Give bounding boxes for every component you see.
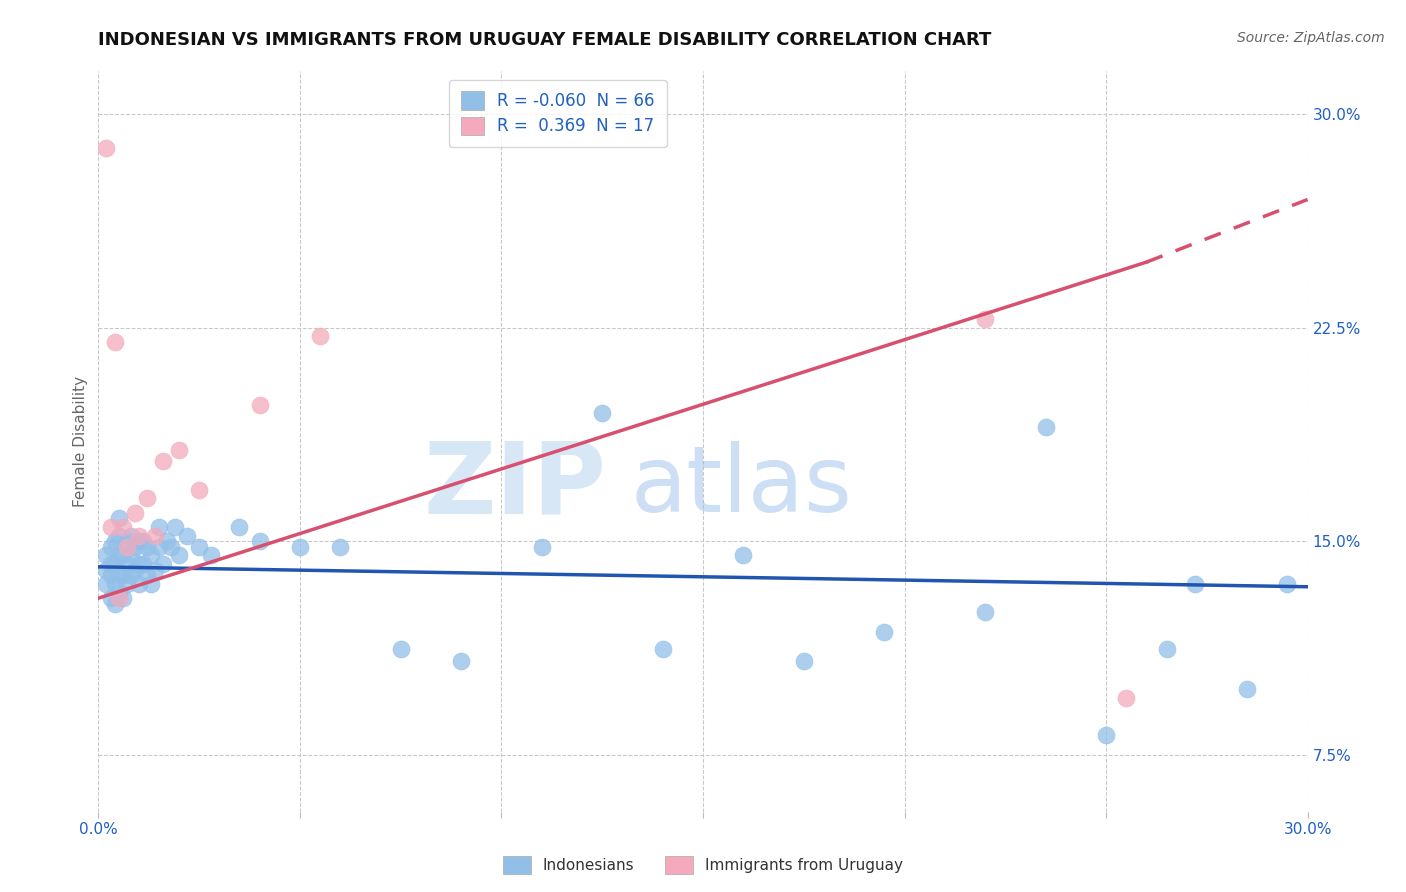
Point — [107, 528, 129, 542]
Point — [1156, 642, 1178, 657]
Point — [591, 406, 613, 420]
Y-axis label: Female Disability: Female Disability — [73, 376, 89, 508]
Point — [96, 141, 118, 155]
Point — [100, 557, 122, 571]
Point — [167, 549, 190, 563]
Point — [651, 642, 673, 657]
Point — [124, 506, 146, 520]
Point — [135, 540, 157, 554]
Point — [1184, 577, 1206, 591]
Point — [120, 568, 142, 582]
Point — [103, 534, 125, 549]
Point — [530, 540, 553, 554]
Point — [139, 577, 162, 591]
Point — [974, 606, 997, 620]
Point — [100, 591, 122, 606]
Point — [111, 591, 134, 606]
Point — [148, 520, 170, 534]
Point — [103, 334, 125, 349]
Point — [96, 563, 118, 577]
Point — [188, 483, 211, 497]
Point — [1236, 682, 1258, 697]
Point — [733, 549, 755, 563]
Point — [96, 577, 118, 591]
Point — [111, 568, 134, 582]
Legend: Indonesians, Immigrants from Uruguay: Indonesians, Immigrants from Uruguay — [498, 850, 908, 880]
Point — [107, 585, 129, 599]
Point — [115, 534, 138, 549]
Point — [450, 654, 472, 668]
Point — [163, 520, 186, 534]
Point — [120, 549, 142, 563]
Point — [135, 491, 157, 506]
Text: atlas: atlas — [630, 441, 852, 531]
Point — [128, 557, 150, 571]
Point — [329, 540, 352, 554]
Point — [128, 577, 150, 591]
Point — [135, 568, 157, 582]
Point — [176, 528, 198, 542]
Point — [107, 568, 129, 582]
Text: INDONESIAN VS IMMIGRANTS FROM URUGUAY FEMALE DISABILITY CORRELATION CHART: INDONESIAN VS IMMIGRANTS FROM URUGUAY FE… — [98, 31, 991, 49]
Point — [1115, 690, 1137, 705]
Point — [100, 568, 122, 582]
Point — [200, 549, 222, 563]
Point — [100, 520, 122, 534]
Point — [167, 443, 190, 458]
Point — [160, 540, 183, 554]
Point — [139, 549, 162, 563]
Point — [143, 563, 166, 577]
Point — [115, 577, 138, 591]
Point — [107, 549, 129, 563]
Point — [124, 563, 146, 577]
Point — [107, 511, 129, 525]
Point — [115, 557, 138, 571]
Point — [1277, 577, 1299, 591]
Point — [148, 540, 170, 554]
Point — [156, 534, 179, 549]
Point — [107, 591, 129, 606]
Point — [309, 329, 332, 343]
Point — [1095, 728, 1118, 742]
Point — [111, 520, 134, 534]
Point — [103, 597, 125, 611]
Point — [128, 528, 150, 542]
Legend: R = -0.060  N = 66, R =  0.369  N = 17: R = -0.060 N = 66, R = 0.369 N = 17 — [449, 79, 666, 147]
Point — [288, 540, 311, 554]
Point — [128, 534, 150, 549]
Point — [249, 534, 271, 549]
Point — [111, 549, 134, 563]
Text: ZIP: ZIP — [423, 437, 606, 534]
Point — [152, 454, 174, 468]
Point — [974, 312, 997, 326]
Point — [124, 540, 146, 554]
Point — [115, 540, 138, 554]
Point — [228, 520, 250, 534]
Point — [249, 398, 271, 412]
Point — [152, 557, 174, 571]
Point — [873, 625, 896, 640]
Point — [143, 528, 166, 542]
Point — [132, 557, 155, 571]
Point — [100, 540, 122, 554]
Point — [132, 534, 155, 549]
Point — [120, 528, 142, 542]
Text: Source: ZipAtlas.com: Source: ZipAtlas.com — [1237, 31, 1385, 45]
Point — [103, 577, 125, 591]
Point — [188, 540, 211, 554]
Point — [96, 549, 118, 563]
Point — [793, 654, 815, 668]
Point — [389, 642, 412, 657]
Point — [1035, 420, 1057, 434]
Point — [103, 557, 125, 571]
